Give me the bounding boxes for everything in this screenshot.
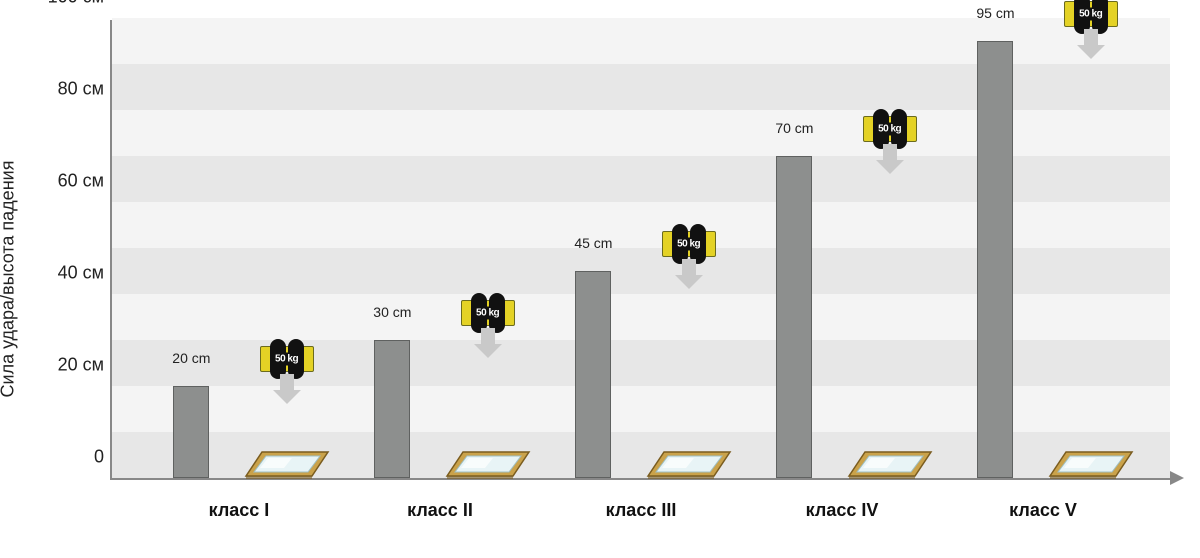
floor-panel-icon — [443, 446, 533, 480]
bar-value-label: 45 cm — [574, 235, 612, 251]
x-axis-arrow — [1170, 471, 1184, 485]
weight-label: 50 kg — [1076, 8, 1105, 21]
drop-arrow-icon — [278, 374, 296, 402]
x-category-label: класс III — [606, 500, 677, 521]
drop-arrow-icon — [881, 144, 899, 172]
weight-icon: 50 kg — [662, 231, 716, 287]
weight-icon: 50 kg — [863, 116, 917, 172]
floor-panel-icon — [242, 446, 332, 480]
plot-area: 020 см40 см60 см80 см100 см20 cm 50 kg к… — [110, 20, 1170, 480]
y-tick-label: 0 — [94, 447, 104, 468]
bar — [374, 340, 410, 478]
drop-arrow-icon — [1082, 29, 1100, 57]
bar — [776, 156, 812, 478]
weight-label: 50 kg — [272, 353, 301, 366]
impact-drop-height-chart: Сила удара/высота падения 020 см40 см60 … — [0, 0, 1200, 558]
y-tick-label: 40 см — [58, 263, 104, 284]
x-category-label: класс V — [1009, 500, 1077, 521]
weight-label: 50 kg — [473, 307, 502, 320]
weight-icon: 50 kg — [1064, 1, 1118, 57]
drop-arrow-icon — [680, 259, 698, 287]
bar-value-label: 70 cm — [775, 120, 813, 136]
bar — [173, 386, 209, 478]
y-tick-label: 80 см — [58, 79, 104, 100]
bar — [977, 41, 1013, 478]
y-tick-label: 100 см — [48, 0, 104, 8]
x-category-label: класс I — [209, 500, 270, 521]
y-tick-label: 60 см — [58, 171, 104, 192]
floor-panel-icon — [1046, 446, 1136, 480]
bar-value-label: 20 cm — [172, 350, 210, 366]
floor-panel-icon — [644, 446, 734, 480]
weight-label: 50 kg — [875, 123, 904, 136]
bar-value-label: 30 cm — [373, 304, 411, 320]
x-category-label: класс IV — [806, 500, 879, 521]
drop-arrow-icon — [479, 328, 497, 356]
y-tick-label: 20 см — [58, 355, 104, 376]
y-axis-label: Сила удара/высота падения — [0, 161, 19, 398]
weight-icon: 50 kg — [260, 346, 314, 402]
floor-panel-icon — [845, 446, 935, 480]
x-category-label: класс II — [407, 500, 473, 521]
bar-value-label: 95 cm — [976, 5, 1014, 21]
bar — [575, 271, 611, 478]
weight-label: 50 kg — [674, 238, 703, 251]
weight-icon: 50 kg — [461, 300, 515, 356]
